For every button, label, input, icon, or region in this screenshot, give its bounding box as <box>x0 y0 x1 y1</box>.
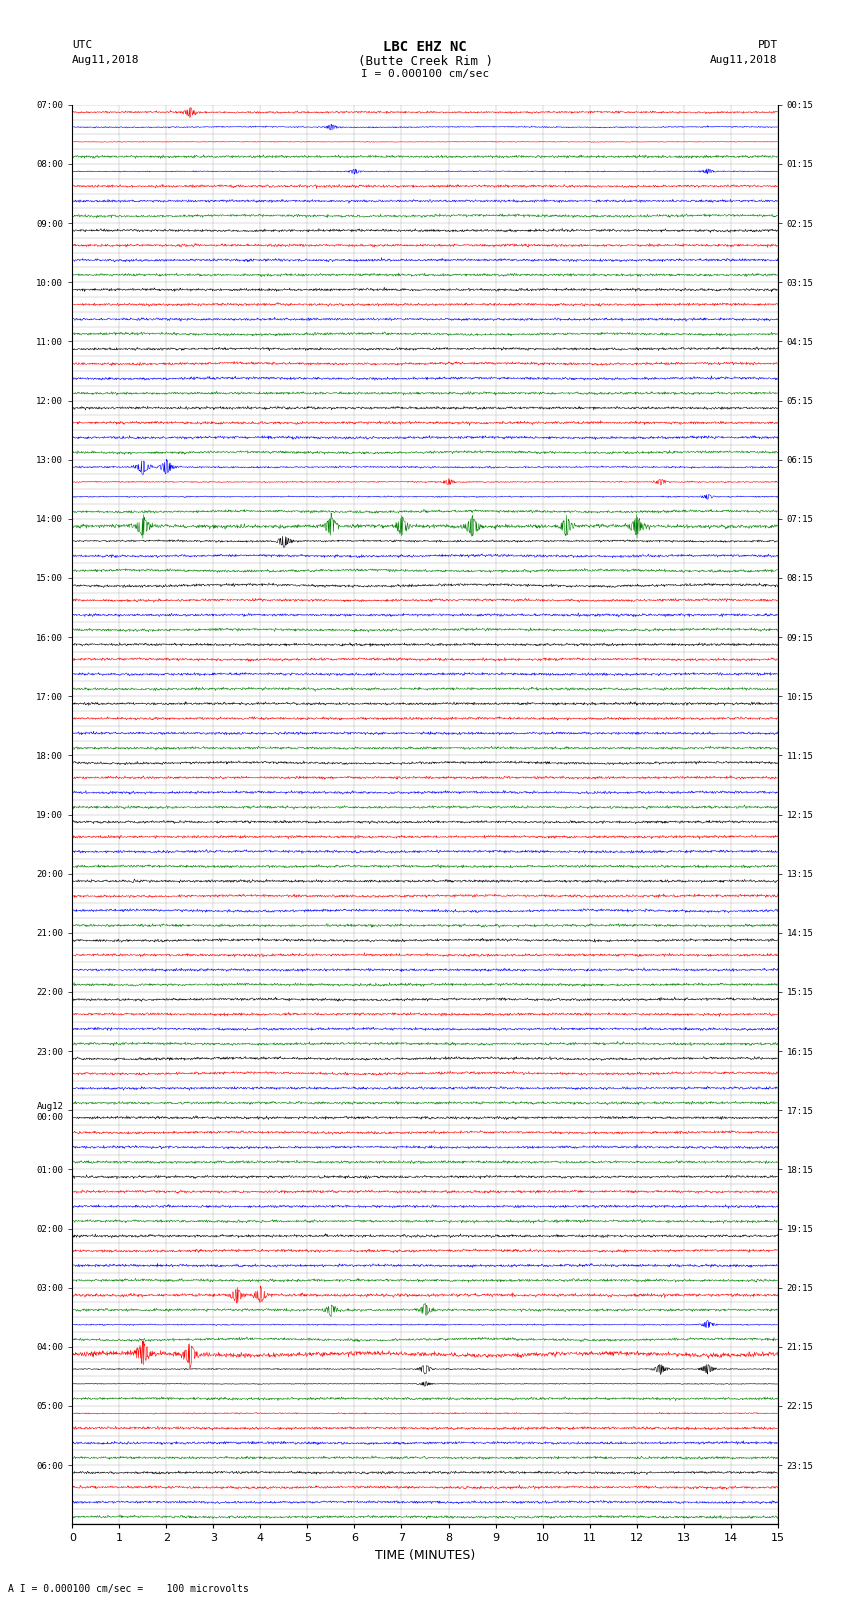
Text: Aug11,2018: Aug11,2018 <box>72 55 139 65</box>
Text: LBC EHZ NC: LBC EHZ NC <box>383 40 467 55</box>
Text: UTC: UTC <box>72 40 93 50</box>
Text: A I = 0.000100 cm/sec =    100 microvolts: A I = 0.000100 cm/sec = 100 microvolts <box>8 1584 249 1594</box>
Text: PDT: PDT <box>757 40 778 50</box>
Text: (Butte Creek Rim ): (Butte Creek Rim ) <box>358 55 492 68</box>
Text: Aug11,2018: Aug11,2018 <box>711 55 778 65</box>
Text: I = 0.000100 cm/sec: I = 0.000100 cm/sec <box>361 69 489 79</box>
X-axis label: TIME (MINUTES): TIME (MINUTES) <box>375 1548 475 1561</box>
